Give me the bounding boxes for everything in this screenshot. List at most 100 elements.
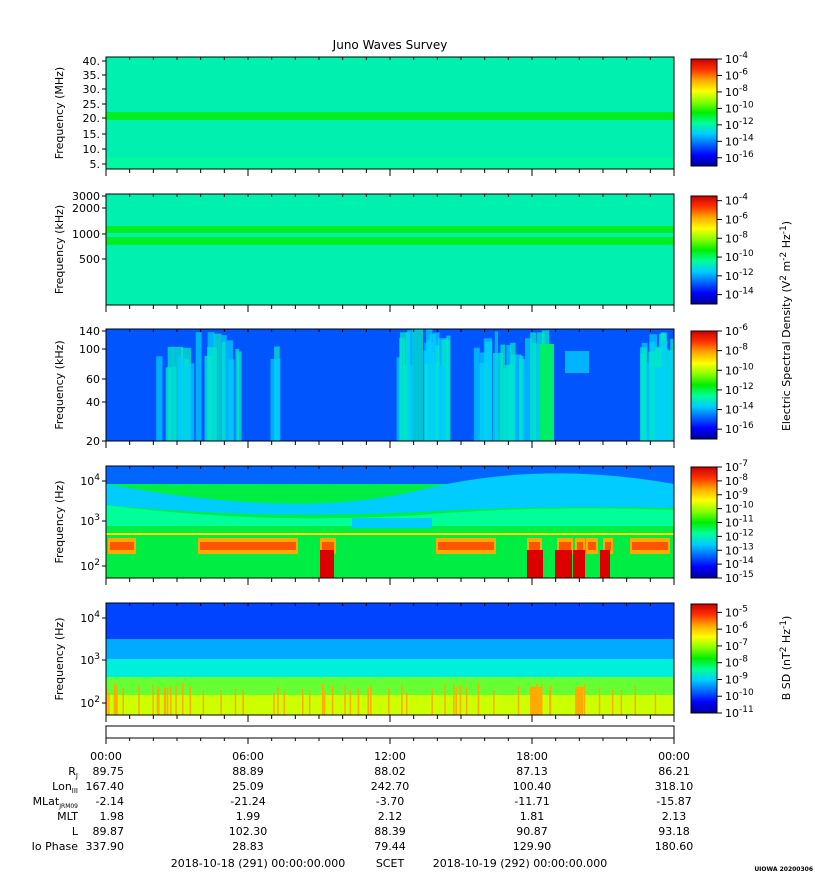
ephemeris-label: LonIII — [52, 780, 78, 795]
y-tick-label: 25. — [83, 98, 101, 111]
ephemeris-value: 25.09 — [232, 780, 264, 793]
ephemeris-value: 90.87 — [516, 825, 548, 838]
colorbar — [690, 466, 718, 579]
ephemeris-label: RJ — [68, 765, 78, 780]
colorbar-tick-label: 10-7 — [725, 638, 748, 653]
y-tick-label: 15. — [83, 128, 101, 141]
lower-mid-band — [106, 677, 674, 695]
emission-region-3 — [510, 354, 522, 441]
y-tick-label: 103 — [80, 652, 100, 667]
colorbar-tick-label: 10-9 — [725, 671, 748, 686]
y-tick-label: 5. — [90, 158, 101, 171]
y-tick-label: 3000 — [72, 190, 100, 203]
y-tick-label: 20. — [83, 112, 101, 125]
y-tick-label: 10. — [83, 143, 101, 156]
scet-label: SCET — [376, 857, 405, 870]
emission-intense-band — [540, 344, 554, 441]
ephemeris-label: Io Phase — [32, 840, 79, 853]
spectral-band-20mhz — [106, 112, 674, 120]
impulsive-spikes — [444, 684, 446, 715]
colorbar-tick-label: 10-14 — [725, 402, 754, 417]
mid-band — [106, 659, 674, 677]
ephemeris-value: 100.40 — [513, 780, 552, 793]
colorbar-tick-label: 10-11 — [725, 705, 754, 720]
colorbar-tick-label: 10-5 — [725, 604, 748, 619]
emission-region-1 — [213, 333, 222, 441]
time-label: 12:00 — [374, 750, 406, 763]
emission-region-2 — [412, 329, 423, 441]
ephemeris-value: 93.18 — [658, 825, 690, 838]
colorbar-tick-label: 10-6 — [725, 67, 748, 82]
colorbar-tick-label: 10-6 — [725, 621, 748, 636]
colorbar-tick-label: 10-4 — [725, 51, 748, 66]
colorbar — [690, 58, 718, 167]
hiss-band — [106, 473, 674, 515]
panel-1: 40.35.30. 25.20. 15. 10. 5. Frequency (MHz) — [53, 55, 722, 176]
colorbar-tick-label: 10-11 — [725, 515, 754, 530]
colorbar-tick-label: 10-6 — [725, 323, 748, 338]
colorbar-tick-label: 10-8 — [725, 473, 748, 488]
ephemeris-value: 88.02 — [374, 765, 406, 778]
ephemeris-value: -2.14 — [96, 795, 124, 808]
ephemeris-value: -3.70 — [376, 795, 404, 808]
y-tick-label: 60 — [86, 373, 100, 386]
time-label: 18:00 — [516, 750, 548, 763]
ephemeris-value: 86.21 — [658, 765, 690, 778]
colorbar-tick-label: 10-15 — [725, 570, 754, 585]
colorbar-tick-label: 10-8 — [725, 655, 748, 670]
panel-3: 140 100 60 40 20 Frequency (kHz) — [53, 325, 722, 448]
spectrogram-background — [106, 194, 674, 305]
colorbar — [690, 330, 718, 440]
top-band — [106, 603, 674, 639]
harmonic-line — [106, 533, 674, 535]
time-label: 06:00 — [232, 750, 264, 763]
colorbar-tick-label: 10-8 — [725, 343, 748, 358]
y-tick-label: 2000 — [72, 202, 100, 215]
colorbar — [690, 603, 718, 714]
ephemeris-value: 89.87 — [93, 825, 125, 838]
colorbar-tick-label: 10-10 — [725, 688, 754, 703]
colorbar-tick-label: 10-14 — [725, 287, 754, 302]
y-tick-label: 1000 — [72, 228, 100, 241]
y-tick-label: 102 — [80, 558, 100, 573]
colorbar-label-magnetic: B SD (nT2 Hz-1) — [779, 616, 793, 701]
panel-4: Frequency (Hz) — [53, 465, 722, 585]
colorbar-tick-label: 10-16 — [725, 150, 754, 165]
y-axis-label: Frequency (MHz) — [53, 67, 66, 159]
colorbar-tick-label: 10-10 — [725, 362, 754, 377]
y-tick-label: 35. — [83, 69, 101, 82]
colorbar-tick-label: 10-14 — [725, 556, 754, 571]
y-tick-label: 40. — [83, 55, 101, 68]
colorbar-tick-label: 10-12 — [725, 382, 754, 397]
colorbar-tick-label: 10-14 — [725, 133, 754, 148]
ephemeris-value: 1.98 — [100, 810, 125, 823]
spectral-band-2 — [106, 237, 674, 245]
y-tick-label: 140 — [79, 325, 100, 338]
time-label: 00:00 — [658, 750, 690, 763]
ephemeris-value: 87.13 — [516, 765, 548, 778]
ephemeris-value: 167.40 — [86, 780, 125, 793]
y-axis-label: Frequency (kHz) — [53, 205, 66, 294]
ephemeris-value: -15.87 — [656, 795, 691, 808]
y-axis-label: Frequency (Hz) — [53, 481, 66, 564]
panel-5: Frequency (Hz) — [53, 602, 722, 722]
y-tick-label: 100 — [79, 343, 100, 356]
y-tick-label: 500 — [79, 253, 100, 266]
ephemeris-label: MLatJRM09 — [33, 795, 79, 810]
ephemeris-value: -11.71 — [514, 795, 549, 808]
ephemeris-value: -21.24 — [230, 795, 265, 808]
colorbar-tick-label: 10-12 — [725, 117, 754, 132]
ephemeris-value: 89.75 — [93, 765, 125, 778]
ephemeris-value: 1.81 — [520, 810, 545, 823]
y-tick-label: 20 — [86, 435, 100, 448]
ephemeris-value: 2.13 — [662, 810, 687, 823]
colorbar-tick-label: 10-13 — [725, 542, 754, 557]
ephemeris-value: 79.44 — [374, 840, 406, 853]
emission-patch — [565, 351, 589, 373]
ephemeris-value: 180.60 — [655, 840, 694, 853]
y-tick-label: 40 — [86, 396, 100, 409]
y-tick-label: 102 — [80, 695, 100, 710]
ephemeris-value: 318.10 — [655, 780, 694, 793]
